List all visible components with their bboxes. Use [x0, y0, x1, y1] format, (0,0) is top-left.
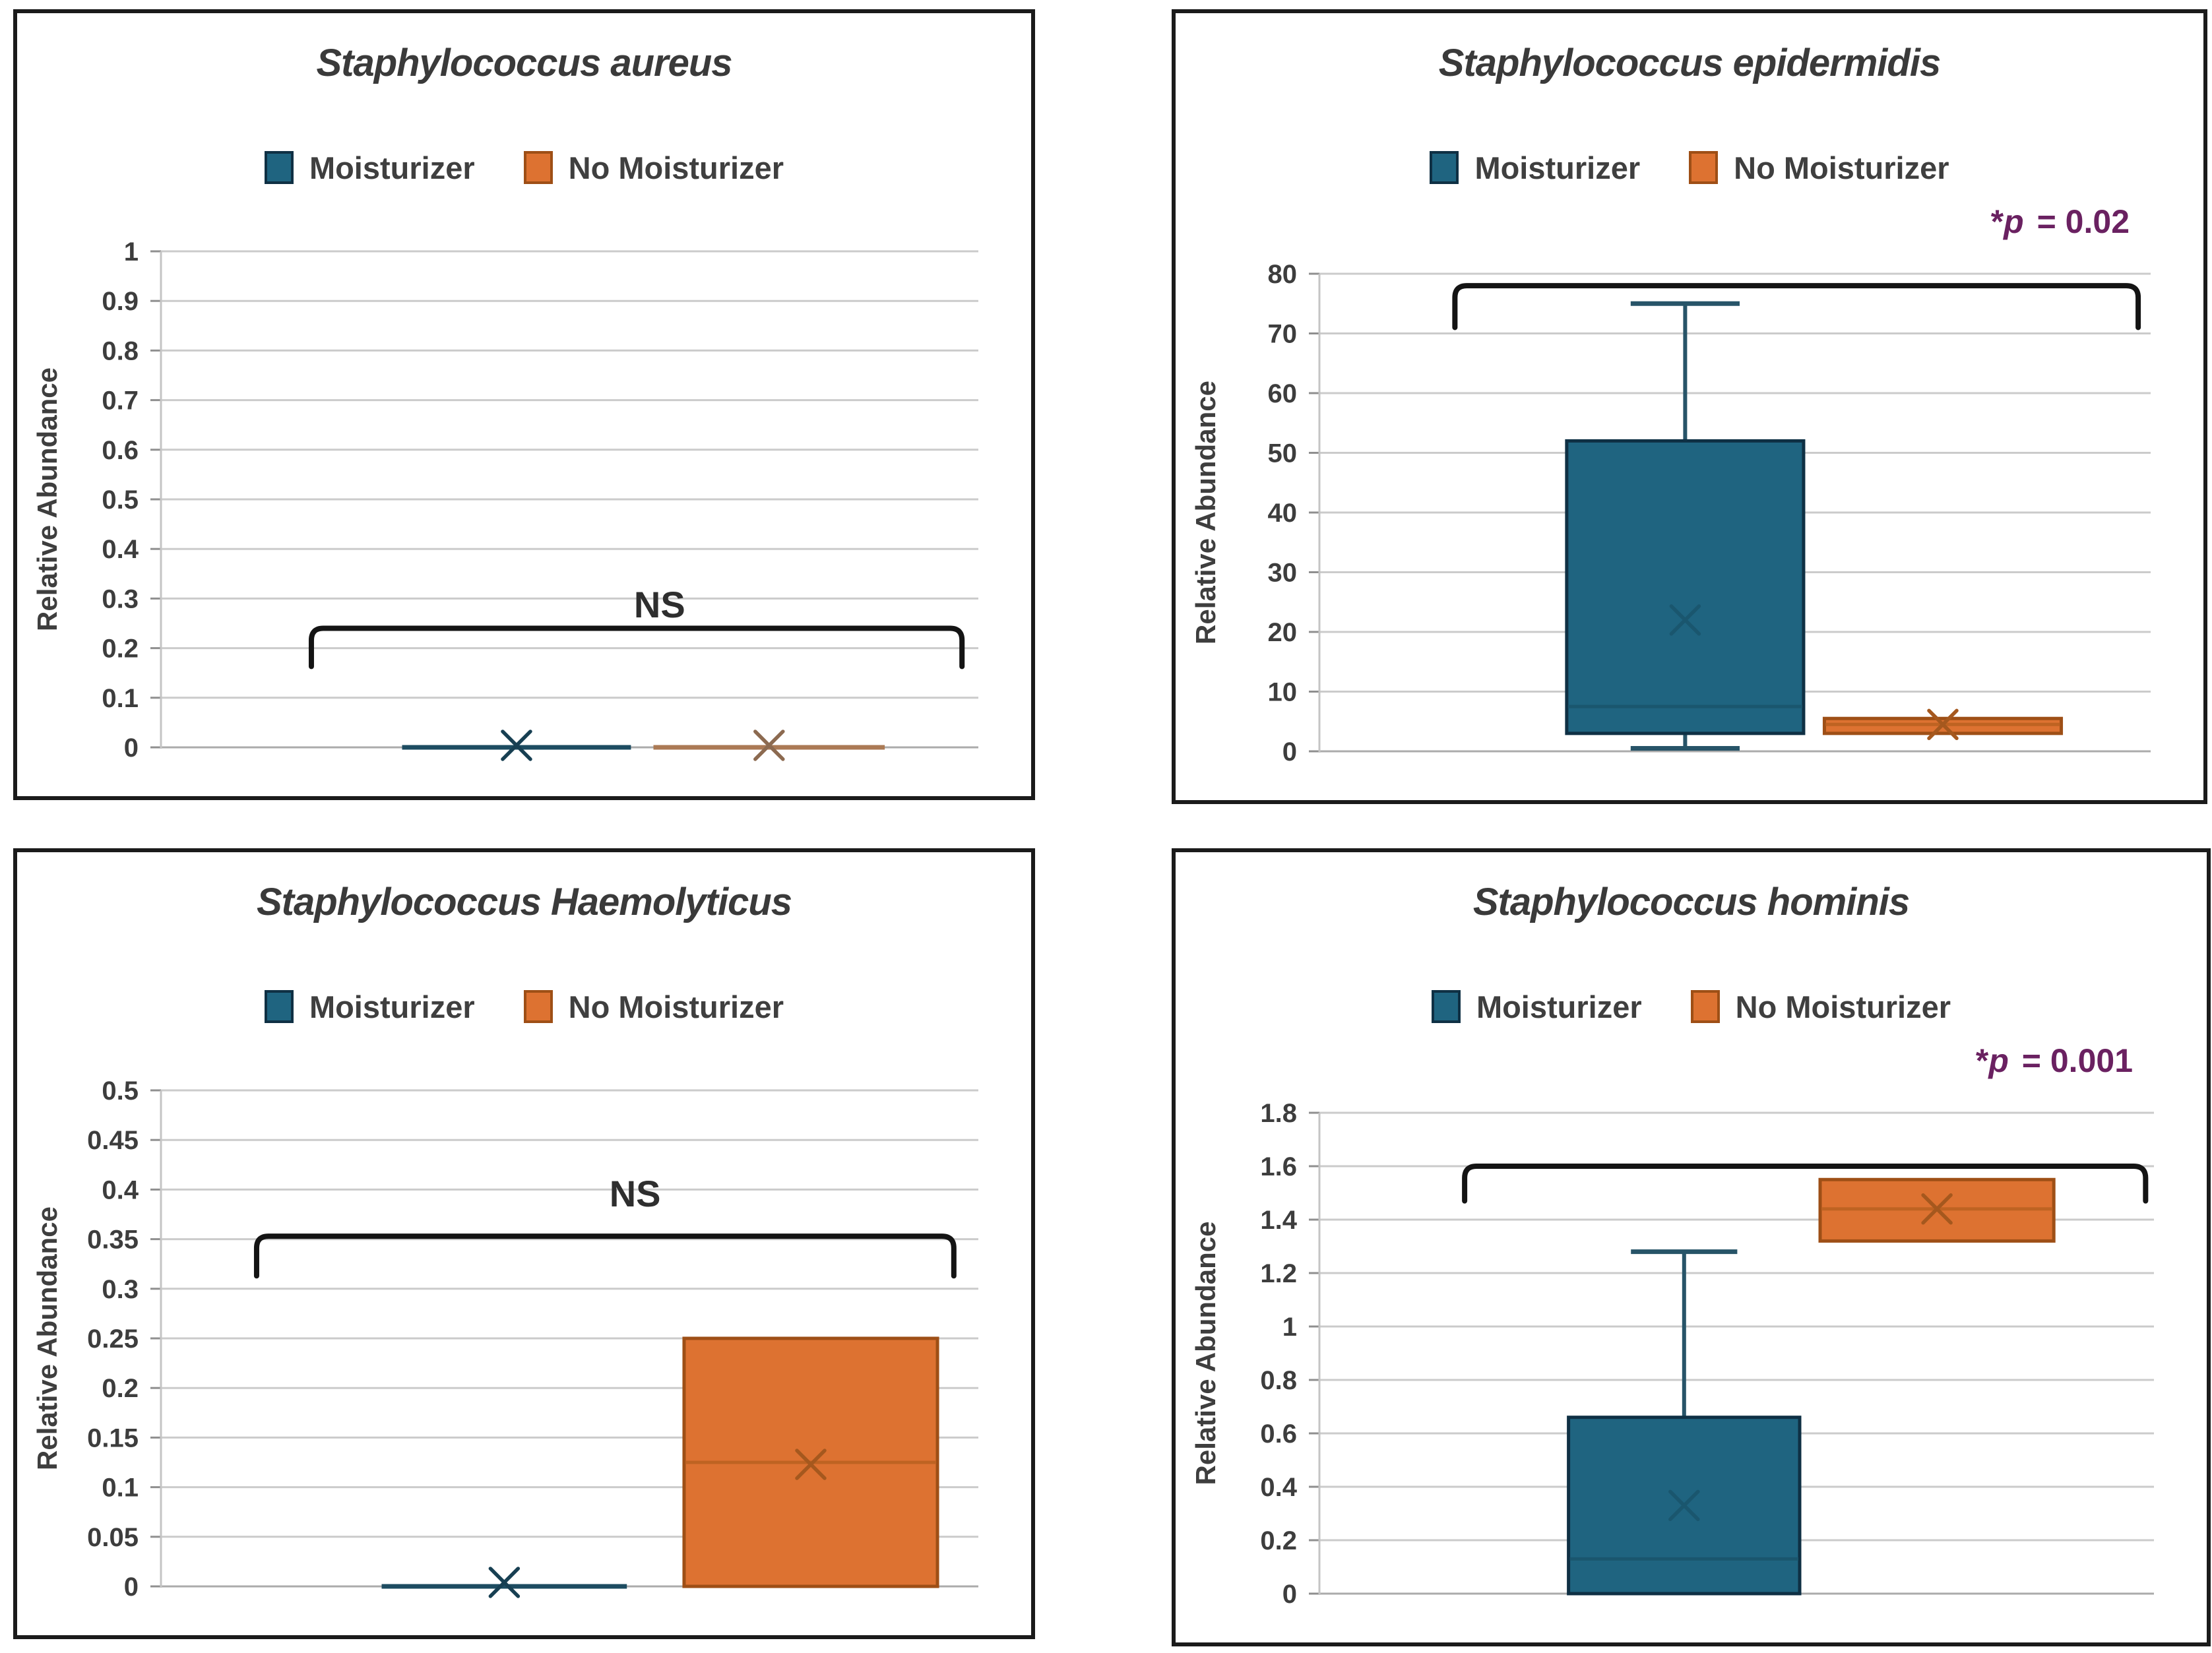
svg-text:Relative Abundance: Relative Abundance [32, 1206, 63, 1470]
boxplot-canvas-aureus: 0 0.1 0.2 0.3 0.4 0.5 0.6 0.7 0.8 0.9 1 Relative Ab… [32, 237, 978, 763]
svg-text:30: 30 [1268, 559, 1298, 588]
chart-title: Staphylococcus aureus [316, 42, 732, 84]
svg-text:1.6: 1.6 [1260, 1152, 1297, 1181]
svg-text:Relative Abundance: Relative Abundance [1190, 1222, 1221, 1485]
boxplot-canvas-epidermidis: 0 10 20 30 40 50 60 70 80 Relative Abundance [1190, 260, 2151, 766]
svg-text:0.1: 0.1 [102, 1474, 139, 1503]
svg-text:0: 0 [124, 1573, 139, 1602]
legend: Moisturizer No Moisturizer [17, 987, 1031, 1026]
svg-text:1.2: 1.2 [1260, 1259, 1297, 1288]
legend-label-no-moisturizer: No Moisturizer [568, 989, 784, 1024]
p-value-number: = 0.02 [2027, 203, 2130, 240]
svg-text:0.4: 0.4 [1260, 1473, 1297, 1502]
legend-item-no-moisturizer: No Moisturizer [1690, 989, 1951, 1025]
svg-text:0.1: 0.1 [102, 684, 139, 713]
chart-title: Staphylococcus hominis [1472, 881, 1910, 923]
legend: Moisturizer No Moisturizer [1176, 148, 2203, 187]
legend-label-moisturizer: Moisturizer [309, 150, 475, 185]
legend-swatch-moisturizer [264, 151, 294, 184]
p-value-star: * [1975, 1042, 1989, 1079]
svg-text:0.3: 0.3 [102, 584, 139, 613]
legend-item-moisturizer: Moisturizer [1431, 989, 1642, 1025]
svg-text:NS: NS [610, 1173, 661, 1214]
legend: Moisturizer No Moisturizer [1176, 987, 2207, 1026]
legend-label-no-moisturizer: No Moisturizer [1734, 150, 1949, 185]
svg-text:0.5: 0.5 [102, 485, 139, 515]
legend-swatch-no-moisturizer [523, 990, 553, 1023]
legend-item-moisturizer: Moisturizer [264, 150, 475, 186]
svg-text:0.3: 0.3 [102, 1275, 139, 1304]
legend: Moisturizer No Moisturizer [17, 148, 1031, 187]
legend-label-no-moisturizer: No Moisturizer [568, 150, 784, 185]
chart-panel-hominis: Staphylococcus hominis Moisturizer No Mo… [1172, 848, 2211, 1646]
svg-text:0.7: 0.7 [102, 387, 139, 416]
p-value-annotation: *p = 0.001 [1176, 1042, 2207, 1084]
boxplot-canvas-hominis: 0 0.2 0.4 0.6 0.8 1 1.2 1.4 1.6 1.8 Relative Abund… [1190, 1099, 2154, 1609]
svg-text:0.35: 0.35 [87, 1226, 139, 1255]
svg-text:0.4: 0.4 [102, 1175, 139, 1204]
svg-text:NS: NS [634, 584, 685, 625]
svg-text:0.05: 0.05 [87, 1523, 139, 1552]
svg-text:1: 1 [124, 237, 139, 266]
legend-item-moisturizer: Moisturizer [1430, 150, 1640, 186]
legend-swatch-moisturizer [1430, 151, 1459, 184]
chart-panel-haemolyticus: Staphylococcus Haemolyticus Moisturizer … [13, 848, 1035, 1639]
svg-text:0.5: 0.5 [102, 1076, 139, 1106]
svg-text:60: 60 [1268, 379, 1298, 408]
boxplot-canvas-haemolyticus: 0 0.05 0.1 0.15 0.2 0.25 0.3 0.35 0.4 0.45 0.5 Rela… [32, 1076, 978, 1602]
p-value-variable: p [1988, 1042, 2009, 1079]
legend-label-moisturizer: Moisturizer [309, 989, 475, 1024]
svg-text:70: 70 [1268, 320, 1298, 349]
svg-text:1: 1 [1282, 1313, 1297, 1342]
p-value-number: = 0.001 [2012, 1042, 2133, 1079]
svg-text:10: 10 [1268, 678, 1298, 707]
svg-text:0.6: 0.6 [1260, 1419, 1297, 1449]
legend-item-no-moisturizer: No Moisturizer [1689, 150, 1949, 186]
legend-swatch-no-moisturizer [1689, 151, 1719, 184]
svg-text:0.2: 0.2 [102, 1374, 139, 1403]
svg-text:0.6: 0.6 [102, 436, 139, 465]
svg-text:80: 80 [1268, 260, 1298, 289]
svg-text:20: 20 [1268, 618, 1298, 647]
chart-title: Staphylococcus Haemolyticus [256, 881, 792, 923]
svg-text:0.8: 0.8 [102, 336, 139, 365]
svg-text:0.2: 0.2 [102, 635, 139, 664]
svg-text:0: 0 [124, 733, 139, 763]
chart-panel-aureus: Staphylococcus aureus Moisturizer No Moi… [13, 9, 1035, 800]
svg-text:0.8: 0.8 [1260, 1366, 1297, 1395]
svg-text:1.8: 1.8 [1260, 1099, 1297, 1128]
p-value-variable: p [2004, 203, 2024, 240]
chart-panel-epidermidis: Staphylococcus epidermidis Moisturizer N… [1172, 9, 2207, 804]
svg-text:0.4: 0.4 [102, 535, 139, 564]
p-value-annotation: *p = 0.02 [1176, 203, 2203, 245]
svg-text:0.45: 0.45 [87, 1126, 139, 1155]
p-value-star: * [1990, 203, 2004, 240]
svg-text:Relative Abundance: Relative Abundance [1190, 381, 1221, 644]
chart-title: Staphylococcus epidermidis [1438, 42, 1941, 84]
legend-item-no-moisturizer: No Moisturizer [523, 150, 784, 186]
legend-swatch-no-moisturizer [523, 151, 553, 184]
svg-text:50: 50 [1268, 439, 1298, 468]
legend-swatch-moisturizer [1431, 990, 1461, 1023]
legend-label-moisturizer: Moisturizer [1476, 989, 1642, 1024]
legend-swatch-moisturizer [264, 990, 294, 1023]
svg-text:0.2: 0.2 [1260, 1526, 1297, 1555]
svg-text:0: 0 [1282, 1580, 1297, 1609]
svg-text:1.4: 1.4 [1260, 1206, 1297, 1235]
legend-label-no-moisturizer: No Moisturizer [1735, 989, 1951, 1024]
legend-label-moisturizer: Moisturizer [1474, 150, 1641, 185]
svg-text:40: 40 [1268, 499, 1298, 528]
svg-text:0.25: 0.25 [87, 1325, 139, 1354]
svg-text:0: 0 [1282, 737, 1297, 766]
legend-item-no-moisturizer: No Moisturizer [523, 989, 784, 1025]
svg-text:Relative Abundance: Relative Abundance [32, 367, 63, 631]
svg-text:0.15: 0.15 [87, 1423, 139, 1452]
legend-item-moisturizer: Moisturizer [264, 989, 475, 1025]
legend-swatch-no-moisturizer [1690, 990, 1720, 1023]
svg-text:0.9: 0.9 [102, 287, 139, 316]
